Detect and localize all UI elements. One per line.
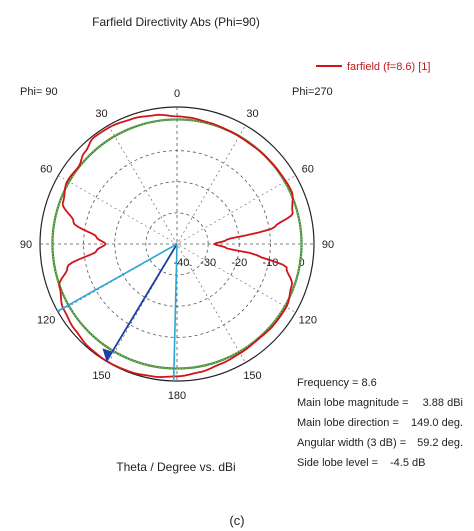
- info-direction-label: Main lobe direction =: [297, 417, 399, 429]
- info-width-value: 59.2 deg.: [417, 437, 463, 449]
- phi-right-label: Phi=270: [292, 86, 333, 98]
- info-frequency: Frequency = 8.6: [297, 377, 377, 389]
- angle-tick-labels: 0 30 60 90 120 150 180 150 120 90 60 30: [20, 88, 334, 402]
- chart-title: Farfield Directivity Abs (Phi=90): [92, 15, 260, 29]
- angle-tick-10: 60: [302, 164, 314, 176]
- angle-tick-11: 30: [246, 108, 258, 120]
- angle-tick-9: 90: [322, 239, 334, 251]
- info-direction-value: 149.0 deg.: [411, 417, 463, 429]
- info-width-label: Angular width (3 dB) =: [297, 437, 406, 449]
- radial-tick-0: -40.: [174, 257, 193, 269]
- legend-label: farfield (f=8.6) [1]: [347, 61, 430, 73]
- radial-tick-4: 0: [298, 257, 304, 269]
- angle-tick-6: 180: [168, 390, 186, 402]
- marker-layer: [57, 243, 178, 381]
- info-magnitude-label: Main lobe magnitude =: [297, 397, 409, 409]
- angle-tick-8: 120: [299, 315, 317, 327]
- angle-tick-7: 150: [243, 370, 261, 382]
- info-panel: Frequency = 8.6 Main lobe magnitude = 3.…: [297, 377, 463, 469]
- phi-left-label: Phi= 90: [20, 86, 58, 98]
- angle-tick-3: 90: [20, 239, 32, 251]
- series-reference-dots: [51, 118, 303, 370]
- series-farfield-line: [58, 113, 294, 378]
- main-lobe-arrow: [102, 348, 112, 362]
- info-sidelobe-value: -4.5 dB: [390, 457, 425, 469]
- info-magnitude-value: 3.88 dBi: [423, 397, 463, 409]
- radial-tick-2: -20: [231, 257, 247, 269]
- figure-caption: (c): [229, 513, 244, 528]
- x-axis-label: Theta / Degree vs. dBi: [116, 460, 235, 474]
- info-sidelobe-label: Side lobe level =: [297, 457, 378, 469]
- angular-width-edge-2-line: [172, 243, 178, 381]
- angle-tick-0: 0: [174, 88, 180, 100]
- series-layer: [51, 113, 303, 378]
- radial-tick-labels: -40. -30 -20 -10 0: [174, 257, 305, 269]
- radial-tick-1: -30: [200, 257, 216, 269]
- angular-width-edge-1-line: [57, 243, 178, 312]
- angle-tick-5: 150: [92, 370, 110, 382]
- radial-tick-3: -10: [262, 257, 278, 269]
- angle-tick-1: 30: [95, 108, 107, 120]
- main-lobe-direction-line: [105, 243, 178, 362]
- angle-tick-2: 60: [40, 164, 52, 176]
- angle-tick-4: 120: [37, 315, 55, 327]
